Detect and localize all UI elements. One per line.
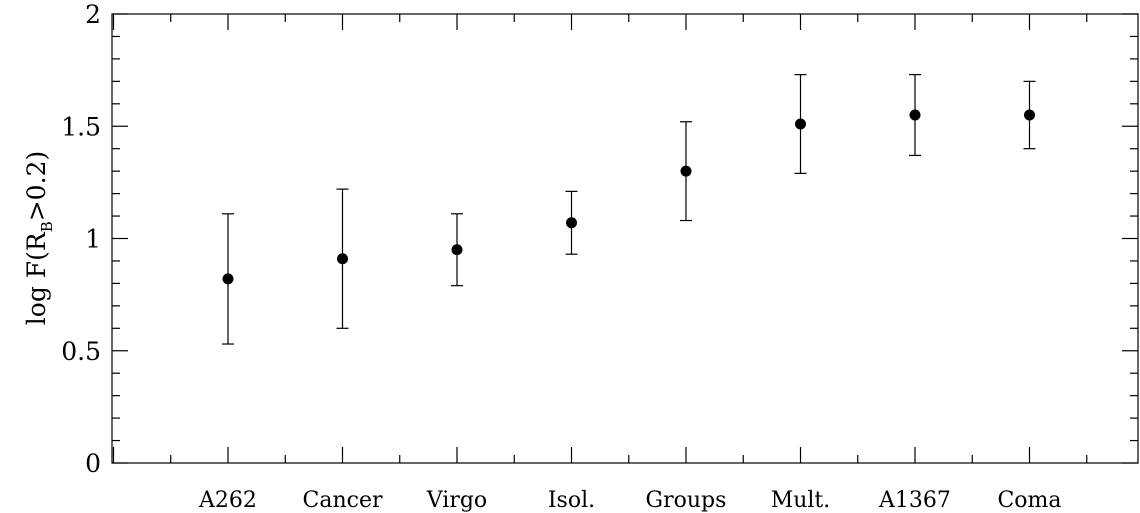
x-category-label: Groups xyxy=(646,488,727,513)
y-tick-label: 0.5 xyxy=(61,337,101,366)
y-axis-title-prefix: log F(R xyxy=(22,231,51,325)
data-point xyxy=(566,217,577,229)
x-category-label: A262 xyxy=(198,488,257,513)
y-axis-title-subscript: B xyxy=(38,221,56,232)
x-category-label: Mult. xyxy=(771,488,831,513)
y-tick-labels: 0 0.5 1 1.5 2 xyxy=(61,0,101,478)
data-point xyxy=(1024,109,1035,121)
axis-ticks xyxy=(112,13,1138,464)
data-points xyxy=(222,109,1035,285)
y-axis-title: log F(RB>0.2) xyxy=(22,151,56,325)
x-category-label: Cancer xyxy=(303,488,383,513)
data-point xyxy=(795,118,806,130)
y-axis-title-suffix: >0.2) xyxy=(22,151,51,221)
y-tick-label: 0 xyxy=(85,449,101,478)
y-tick-label: 2 xyxy=(85,0,101,29)
x-category-label: Isol. xyxy=(548,488,595,513)
data-point xyxy=(337,253,348,265)
x-category-label: A1367 xyxy=(878,488,951,513)
y-tick-label: 1 xyxy=(85,225,101,254)
x-category-labels: A262 Cancer Virgo Isol. Groups Mult. A1367 Coma xyxy=(198,488,1061,513)
data-point xyxy=(909,109,921,121)
x-category-label: Coma xyxy=(997,488,1061,513)
y-tick-label: 1.5 xyxy=(61,112,101,141)
data-point xyxy=(451,244,463,256)
data-point xyxy=(680,165,692,177)
x-category-label: Virgo xyxy=(426,488,487,513)
plot-frame xyxy=(111,13,1139,464)
data-point xyxy=(222,273,234,285)
